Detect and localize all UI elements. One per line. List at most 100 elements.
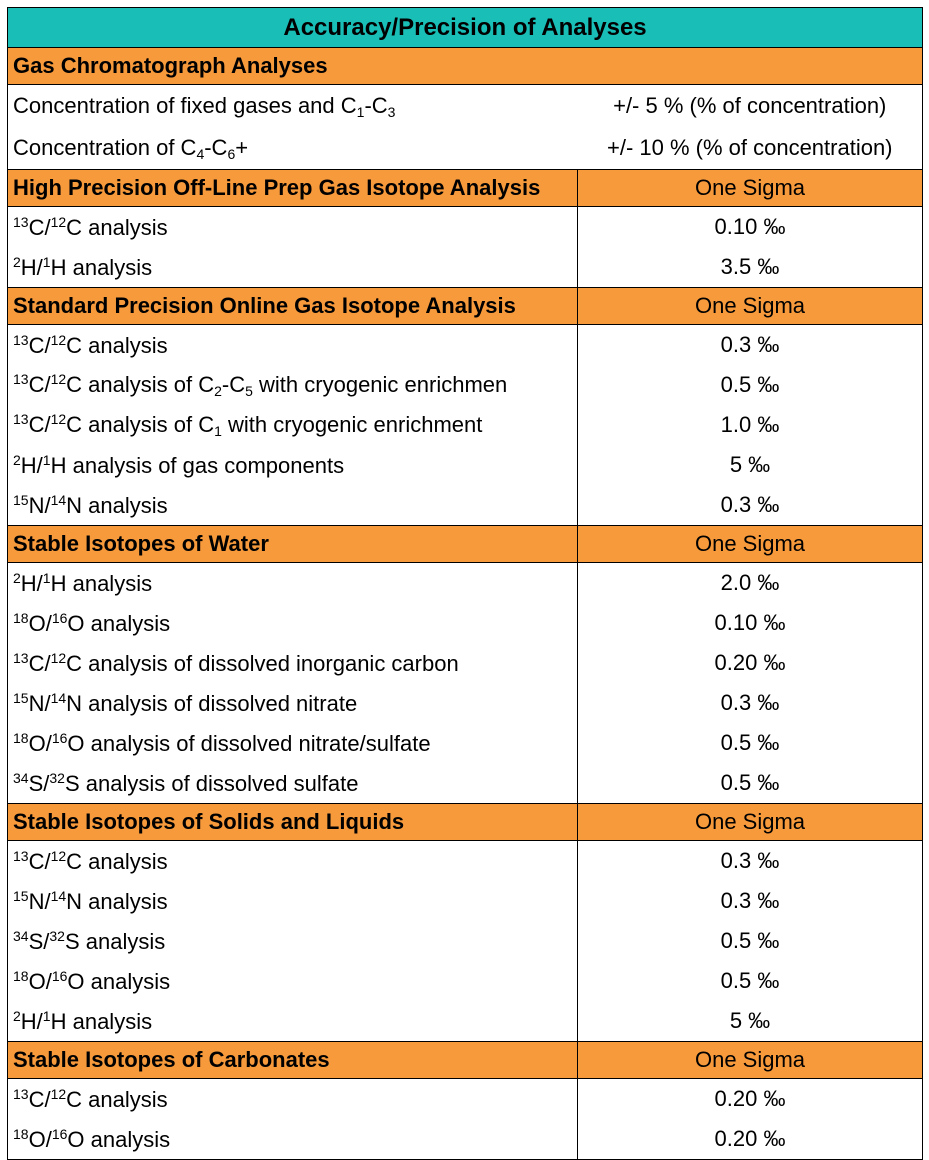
section-header-row: Gas Chromatograph Analyses (7, 47, 923, 85)
row-value: 0.20 ‰ (577, 1119, 923, 1160)
superscript: 15 (13, 887, 29, 904)
label-text: C analysis (66, 214, 168, 240)
row-value: 1.0 ‰ (577, 405, 923, 445)
row-value: 0.5 ‰ (577, 365, 923, 405)
superscript: 12 (50, 1085, 67, 1102)
section-header-value: One Sigma (577, 803, 923, 841)
row-label: 18O/16O analysis (8, 961, 578, 1001)
superscript: 2 (13, 1007, 21, 1024)
section-header: Stable Isotopes of Solids and Liquids (7, 803, 578, 841)
superscript: 14 (50, 887, 67, 904)
data-row: Concentration of C4-C6+ +/- 10 % (% of co… (8, 127, 923, 170)
label-text: O analysis of dissolved nitrate/sulfate (67, 730, 431, 756)
section-header-value: One Sigma (577, 169, 923, 207)
label-text: -C (364, 92, 388, 118)
label-text: H/ (20, 570, 43, 596)
row-label: 13C/12C analysis of dissolved inorganic … (8, 643, 578, 683)
data-row: 34S/32S analysis of dissolved sulfate 0.5… (8, 763, 923, 804)
data-row: 18O/16O analysis of dissolved nitrate/su… (8, 723, 923, 763)
superscript: 1 (42, 451, 51, 468)
section-header-value: One Sigma (577, 287, 923, 325)
data-row: 13C/12C analysis 0.20 ‰ (8, 1078, 923, 1119)
label-text: O analysis (67, 610, 171, 636)
row-label: 13C/12C analysis of C2-C5 with cryogenic… (8, 365, 578, 405)
label-text: H/ (20, 254, 43, 280)
label-text: C/ (28, 372, 51, 397)
label-text: C/ (28, 848, 51, 874)
label-text: O/ (28, 730, 52, 756)
label-text: N analysis (66, 492, 168, 518)
label-text: N/ (28, 690, 51, 716)
row-value: 0.3 ‰ (577, 683, 923, 723)
superscript: 32 (49, 769, 65, 786)
superscript: 18 (13, 729, 29, 746)
row-value: 0.5 ‰ (577, 961, 923, 1001)
row-value: +/- 5 % (% of concentration) (613, 93, 887, 118)
superscript: 16 (51, 967, 68, 984)
label-text: C analysis of C (66, 412, 215, 437)
superscript: 18 (13, 1125, 29, 1142)
title-row: Accuracy/Precision of Analyses (7, 7, 923, 48)
superscript: 2 (13, 569, 21, 586)
superscript: 13 (13, 847, 29, 864)
label-text: C analysis of dissolved inorganic carbon (66, 650, 459, 676)
superscript: 12 (50, 331, 67, 348)
row-label: Concentration of fixed gases and C1-C3 (8, 85, 578, 128)
superscript: 14 (50, 491, 67, 508)
superscript: 1 (42, 1007, 51, 1024)
superscript: 1 (42, 569, 51, 586)
section-header-row: High Precision Off-Line Prep Gas Isotope… (7, 169, 923, 207)
row-value: 0.3 ‰ (577, 485, 923, 526)
superscript: 32 (49, 927, 65, 944)
superscript: 18 (13, 967, 29, 984)
superscript: 1 (42, 253, 51, 270)
data-row: 18O/16O analysis 0.10 ‰ (8, 603, 923, 643)
label-text: H analysis (50, 254, 153, 280)
label-text: H analysis (50, 570, 153, 596)
superscript: 34 (13, 769, 29, 786)
row-label: Concentration of C4-C6+ (8, 127, 578, 170)
data-row: Concentration of fixed gases and C1-C3 +/… (8, 85, 923, 128)
data-row: 34S/32S analysis 0.5 ‰ (8, 921, 923, 961)
superscript: 15 (13, 491, 29, 508)
label-text: H analysis (50, 1008, 153, 1034)
superscript: 16 (51, 1125, 68, 1142)
data-row: 15N/14N analysis 0.3 ‰ (8, 485, 923, 526)
label-text: -C (204, 134, 228, 160)
superscript: 13 (13, 1085, 29, 1102)
superscript: 34 (13, 927, 29, 944)
data-row: 18O/16O analysis 0.5 ‰ (8, 961, 923, 1001)
row-label: 34S/32S analysis (8, 921, 578, 961)
row-label: 18O/16O analysis (8, 603, 578, 643)
row-label: 18O/16O analysis (8, 1119, 578, 1160)
section-header: High Precision Off-Line Prep Gas Isotope… (7, 169, 578, 207)
section-header-value: One Sigma (577, 525, 923, 563)
label-text: C analysis (66, 848, 168, 874)
label-text: C/ (28, 412, 51, 437)
row-label: 13C/12C analysis (8, 207, 578, 248)
label-text: O analysis (67, 968, 171, 994)
label-text: S analysis of dissolved sulfate (64, 770, 359, 796)
label-text: N/ (28, 492, 51, 518)
data-row: 2H/1H analysis 2.0 ‰ (8, 562, 923, 604)
superscript: 13 (13, 213, 29, 230)
superscript: 13 (13, 411, 29, 427)
row-value: 0.20 ‰ (577, 643, 923, 683)
label-text: C analysis of C (66, 372, 215, 397)
superscript: 13 (13, 371, 29, 387)
superscript: 15 (13, 689, 29, 706)
row-label: 13C/12C analysis of C1 with cryogenic en… (8, 405, 578, 445)
row-label: 18O/16O analysis of dissolved nitrate/su… (8, 723, 578, 763)
label-text: C analysis (66, 332, 168, 358)
data-row: 2H/1H analysis 5 ‰ (8, 1001, 923, 1042)
row-value: 0.3 ‰ (577, 881, 923, 921)
row-value: 5 ‰ (577, 445, 923, 485)
label-text: C/ (28, 1086, 51, 1112)
section-header: Gas Chromatograph Analyses (7, 47, 923, 85)
superscript: 2 (13, 253, 21, 270)
label-text: O/ (28, 968, 52, 994)
row-label: 2H/1H analysis of gas components (8, 445, 578, 485)
row-label: 2H/1H analysis (8, 563, 578, 604)
superscript: 16 (51, 729, 68, 746)
